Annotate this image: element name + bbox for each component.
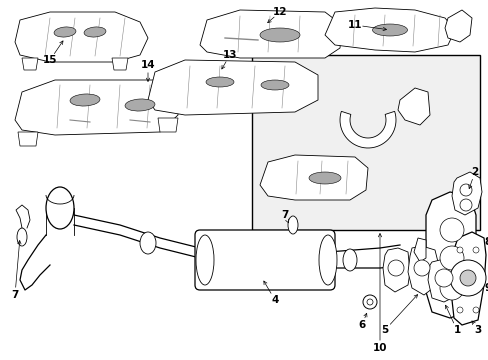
Ellipse shape xyxy=(17,228,27,246)
Ellipse shape xyxy=(205,77,234,87)
Circle shape xyxy=(472,247,478,253)
Ellipse shape xyxy=(196,235,214,285)
Polygon shape xyxy=(425,192,475,318)
Polygon shape xyxy=(22,58,38,70)
Text: 13: 13 xyxy=(223,50,237,60)
FancyBboxPatch shape xyxy=(195,230,334,290)
Polygon shape xyxy=(427,258,461,302)
Ellipse shape xyxy=(318,235,336,285)
Circle shape xyxy=(362,295,376,309)
Polygon shape xyxy=(407,246,439,295)
Ellipse shape xyxy=(70,94,100,106)
Polygon shape xyxy=(339,111,395,148)
Ellipse shape xyxy=(308,172,340,184)
Text: 4: 4 xyxy=(271,295,278,305)
Ellipse shape xyxy=(260,28,299,42)
Ellipse shape xyxy=(46,187,74,229)
Text: 5: 5 xyxy=(381,325,388,335)
Polygon shape xyxy=(260,155,367,200)
Ellipse shape xyxy=(287,216,297,234)
Text: 10: 10 xyxy=(372,343,386,353)
Circle shape xyxy=(456,247,462,253)
Polygon shape xyxy=(200,10,341,58)
Polygon shape xyxy=(451,172,481,215)
Text: 7: 7 xyxy=(281,210,288,220)
Circle shape xyxy=(439,276,463,300)
Ellipse shape xyxy=(54,27,76,37)
Bar xyxy=(251,55,479,230)
Polygon shape xyxy=(15,12,148,62)
Ellipse shape xyxy=(140,232,156,254)
Text: 8: 8 xyxy=(484,237,488,247)
Text: 14: 14 xyxy=(141,60,155,70)
Polygon shape xyxy=(413,238,425,262)
Circle shape xyxy=(456,307,462,313)
Circle shape xyxy=(459,199,471,211)
Text: 9: 9 xyxy=(484,283,488,293)
Circle shape xyxy=(413,260,429,276)
Text: 1: 1 xyxy=(452,325,460,335)
Circle shape xyxy=(387,260,403,276)
Polygon shape xyxy=(158,118,178,132)
Ellipse shape xyxy=(125,99,155,111)
Polygon shape xyxy=(451,232,485,325)
Text: 7: 7 xyxy=(11,290,19,300)
Circle shape xyxy=(439,246,463,270)
Circle shape xyxy=(366,299,372,305)
Polygon shape xyxy=(148,60,317,115)
Polygon shape xyxy=(382,248,409,292)
Text: 12: 12 xyxy=(272,7,286,17)
Circle shape xyxy=(459,270,475,286)
Polygon shape xyxy=(325,8,454,52)
Polygon shape xyxy=(112,58,128,70)
Circle shape xyxy=(449,260,485,296)
Text: 15: 15 xyxy=(42,55,57,65)
Ellipse shape xyxy=(372,24,407,36)
Ellipse shape xyxy=(261,80,288,90)
Polygon shape xyxy=(397,88,429,125)
Circle shape xyxy=(472,307,478,313)
Ellipse shape xyxy=(342,249,356,271)
Text: 11: 11 xyxy=(347,20,362,30)
Ellipse shape xyxy=(84,27,106,37)
Polygon shape xyxy=(444,10,471,42)
Text: 3: 3 xyxy=(473,325,481,335)
Text: 6: 6 xyxy=(358,320,365,330)
Polygon shape xyxy=(18,132,38,146)
Text: 2: 2 xyxy=(470,167,478,177)
Circle shape xyxy=(434,269,452,287)
Polygon shape xyxy=(15,80,178,135)
Circle shape xyxy=(459,184,471,196)
Circle shape xyxy=(439,218,463,242)
